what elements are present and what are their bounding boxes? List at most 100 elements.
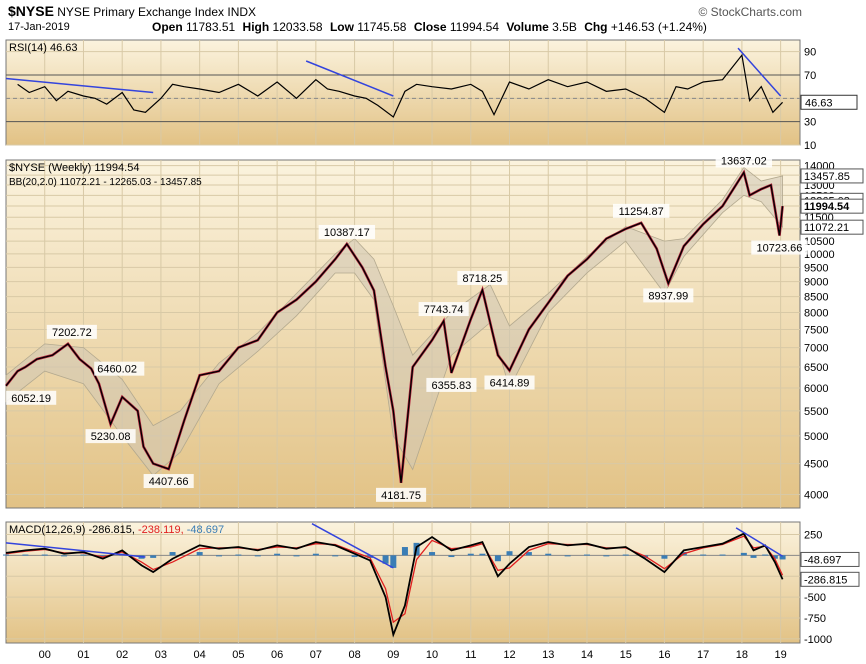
high-value: 12033.58 <box>272 20 323 34</box>
x-tick-label: 13 <box>542 649 554 661</box>
macd-value-tag-text: -48.697 <box>804 554 841 566</box>
price-annotation: 4407.66 <box>149 476 189 488</box>
x-tick-label: 12 <box>503 649 515 661</box>
macd-histogram-bar <box>525 552 532 556</box>
macd-tick-label: -500 <box>804 592 826 604</box>
change-value: +146.53 (+1.24%) <box>610 20 707 34</box>
price-tick-label: 9500 <box>804 262 828 274</box>
macd-legend-main: MACD(12,26,9) -286.815, <box>9 524 138 536</box>
x-tick-label: 01 <box>77 649 89 661</box>
x-tick-label: 11 <box>465 649 476 661</box>
bb-legend: BB(20,2.0) 11072.21 - 12265.03 - 13457.8… <box>9 177 202 188</box>
annotation-bg <box>426 377 477 392</box>
macd-histogram-bar <box>448 555 455 558</box>
x-tick-label: 09 <box>387 649 399 661</box>
x-tick-label: 14 <box>581 649 593 661</box>
macd-histogram-bar <box>99 555 106 558</box>
open-label: Open <box>152 20 183 34</box>
macd-histogram-bar <box>312 553 319 556</box>
price-tag-text: 11072.21 <box>804 222 849 234</box>
price-annotation: 4181.75 <box>381 490 421 502</box>
price-annotation: 6355.83 <box>432 380 472 392</box>
price-annotation: 10387.17 <box>324 227 370 239</box>
price-tick-label: 8500 <box>804 292 828 304</box>
macd-histogram-bar <box>583 554 590 556</box>
rsi-trendline <box>737 47 782 97</box>
macd-histogram-bar <box>545 553 552 556</box>
macd-histogram-bar <box>740 552 747 556</box>
volume-value: 3.5B <box>552 20 577 34</box>
ohlc-line: Open 11783.51 High 12033.58 Low 11745.58… <box>152 20 707 34</box>
annotation-bg <box>376 487 427 502</box>
annotation-bg <box>418 302 469 317</box>
macd-histogram-bar <box>3 554 9 556</box>
annotation-bg <box>46 324 97 339</box>
macd-value-tag <box>800 551 860 567</box>
macd-histogram-bar <box>429 552 436 556</box>
macd-panel <box>5 521 801 644</box>
macd-histogram-bar <box>564 555 571 557</box>
price-annotation: 7202.72 <box>52 327 92 339</box>
annotation-bg <box>85 429 136 444</box>
macd-histogram-bar <box>254 555 261 557</box>
macd-histogram-bar <box>150 555 157 558</box>
rsi-value-tag-text: 46.63 <box>805 97 833 109</box>
macd-histogram-bar <box>467 553 474 556</box>
macd-histogram-bar <box>382 555 389 564</box>
x-tick-label: 03 <box>155 649 167 661</box>
rsi-trendline <box>5 77 154 94</box>
macd-histogram-bar <box>719 554 726 556</box>
macd-histogram-bar <box>41 554 48 556</box>
chart-header: $NYSE NYSE Primary Exchange Index INDX <box>8 3 256 19</box>
macd-trendline <box>5 542 146 558</box>
price-tick-label: 6000 <box>804 383 828 395</box>
price-annotation: 6052.19 <box>11 393 51 405</box>
price-annotation: 8937.99 <box>648 290 688 302</box>
macd-histogram-bar <box>401 547 408 556</box>
price-annotation: 6414.89 <box>490 377 530 389</box>
rsi-tick-label: 90 <box>804 47 816 59</box>
macd-histogram-bar <box>750 555 757 558</box>
macd-tick-label: -750 <box>804 613 826 625</box>
macd-histogram-bar <box>216 555 223 557</box>
x-tick-label: 19 <box>775 649 787 661</box>
price-tick-label: 6500 <box>804 362 828 374</box>
price-tag <box>800 168 864 184</box>
macd-histogram-bar <box>351 555 358 558</box>
brand-logo: © StockCharts.com <box>698 5 802 19</box>
x-tick-label: 10 <box>426 649 438 661</box>
exchange: INDX <box>227 5 257 19</box>
macd-histogram-bar <box>506 551 513 556</box>
low-label: Low <box>329 20 354 34</box>
price-line <box>5 170 784 483</box>
price-legend: $NYSE (Weekly) 11994.54 <box>9 162 139 174</box>
low-value: 11745.58 <box>357 20 407 34</box>
rsi-line <box>17 53 784 118</box>
x-tick-label: 18 <box>736 649 748 661</box>
macd-histogram-bar <box>771 555 778 559</box>
x-tick-label: 04 <box>194 649 206 661</box>
annotation-bg <box>715 153 773 168</box>
symbol: $NYSE <box>8 3 54 19</box>
rsi-value-tag <box>800 94 858 110</box>
macd-histogram-bar <box>61 555 68 557</box>
price-annotation: 6460.02 <box>97 364 137 376</box>
price-annotation: 11254.87 <box>619 206 664 218</box>
macd-histogram-bar <box>494 555 501 562</box>
change-label: Chg <box>584 20 608 34</box>
x-tick-label: 15 <box>620 649 632 661</box>
x-tick-label: 07 <box>310 649 322 661</box>
macd-histogram-bar <box>332 555 339 557</box>
macd-histogram-bar <box>274 553 281 556</box>
price-tick-label: 4500 <box>804 459 828 471</box>
macd-histogram-bar <box>390 555 397 568</box>
macd-histogram-bar <box>661 555 668 559</box>
macd-legend-hist: -48.697 <box>187 524 224 536</box>
price-tick-label: 7000 <box>804 343 828 355</box>
rsi-tick-label: 30 <box>804 117 816 129</box>
macd-histogram-bar <box>367 555 374 558</box>
price-tick-label: 4000 <box>804 490 828 502</box>
price-tag-text: 13457.85 <box>804 171 850 183</box>
annotation-bg <box>484 375 535 390</box>
macd-trendline <box>311 523 394 569</box>
